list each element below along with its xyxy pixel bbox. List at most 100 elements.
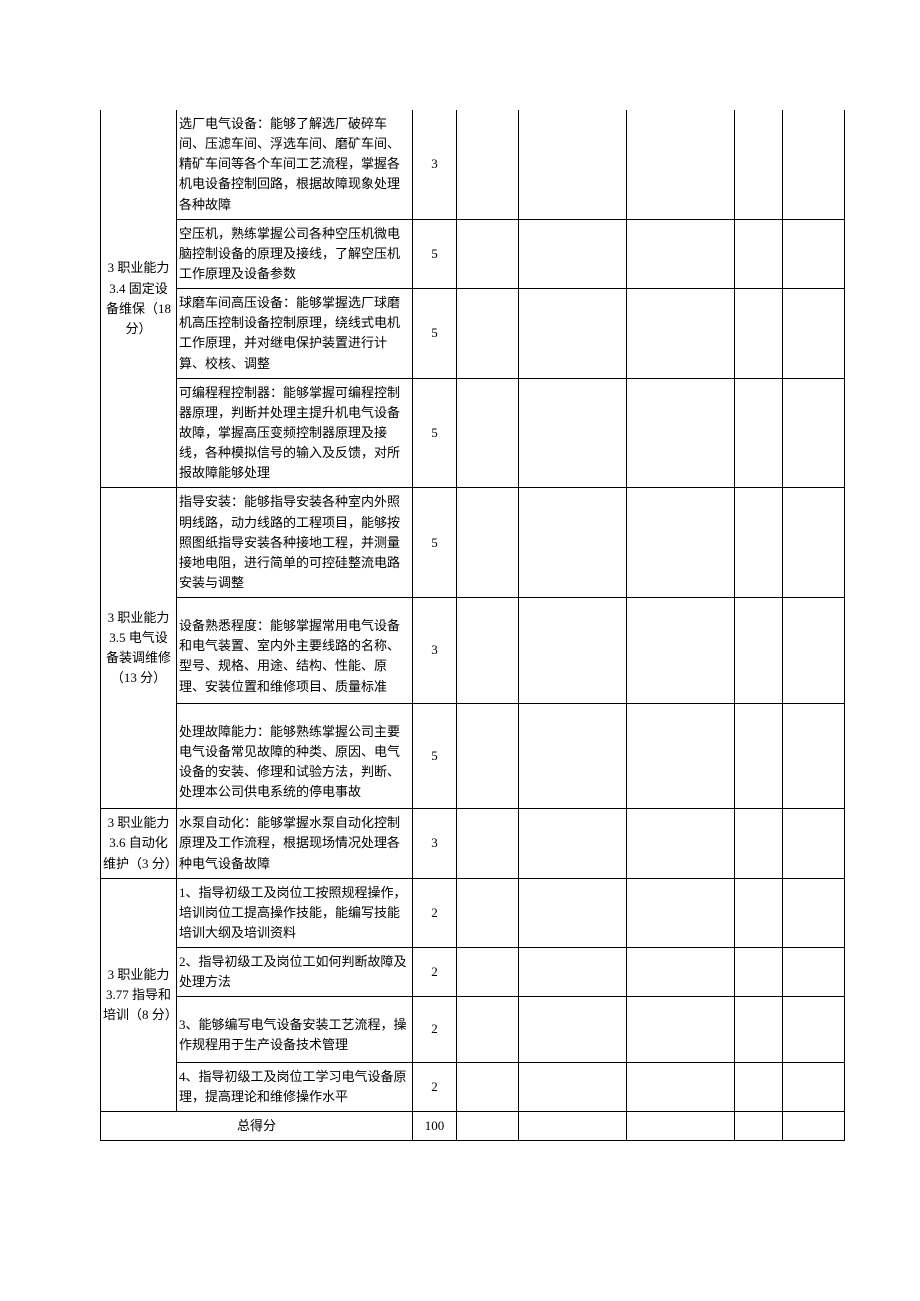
score-cell: 2 bbox=[413, 1062, 457, 1111]
empty-cell bbox=[735, 878, 783, 947]
empty-cell bbox=[735, 1111, 783, 1140]
empty-cell bbox=[457, 1062, 519, 1111]
empty-cell bbox=[457, 110, 519, 219]
description-cell: 指导安装：能够指导安装各种室内外照明线路，动力线路的工程项目，能够按照图纸指导安… bbox=[177, 488, 413, 598]
empty-cell bbox=[627, 878, 735, 947]
description-cell: 选厂电气设备：能够了解选厂破碎车间、压滤车间、浮选车间、磨矿车间、精矿车间等各个… bbox=[177, 110, 413, 219]
empty-cell bbox=[627, 997, 735, 1062]
empty-cell bbox=[783, 878, 845, 947]
table-row: 可编程程控制器：能够掌握可编程控制器原理，判断并处理主提升机电气设备故障，掌握高… bbox=[101, 378, 845, 488]
empty-cell bbox=[735, 598, 783, 704]
empty-cell bbox=[519, 809, 627, 878]
description-cell: 水泵自动化：能够掌握水泵自动化控制原理及工作流程，根据现场情况处理各种电气设备故… bbox=[177, 809, 413, 878]
category-cell: 3 职业能力 3.77 指导和培训（8 分） bbox=[101, 878, 177, 1111]
total-label: 总得分 bbox=[101, 1111, 413, 1140]
score-cell: 5 bbox=[413, 703, 457, 809]
empty-cell bbox=[735, 703, 783, 809]
empty-cell bbox=[735, 110, 783, 219]
table-row: 2、指导初级工及岗位工如何判断故障及处理方法 2 bbox=[101, 948, 845, 997]
table-row: 3 职业能力 3.4 固定设备维保（18 分） 选厂电气设备：能够了解选厂破碎车… bbox=[101, 110, 845, 219]
score-cell: 2 bbox=[413, 878, 457, 947]
description-cell: 可编程程控制器：能够掌握可编程控制器原理，判断并处理主提升机电气设备故障，掌握高… bbox=[177, 378, 413, 488]
empty-cell bbox=[783, 219, 845, 288]
empty-cell bbox=[457, 598, 519, 704]
table-row: 3 职业能力 3.5 电气设备装调维修（13 分） 指导安装：能够指导安装各种室… bbox=[101, 488, 845, 598]
empty-cell bbox=[519, 703, 627, 809]
empty-cell bbox=[783, 1062, 845, 1111]
table-row: 球磨车间高压设备：能够掌握选厂球磨机高压控制设备控制原理，绕线式电机工作原理，并… bbox=[101, 289, 845, 379]
empty-cell bbox=[519, 948, 627, 997]
empty-cell bbox=[735, 1062, 783, 1111]
empty-cell bbox=[457, 809, 519, 878]
empty-cell bbox=[457, 378, 519, 488]
empty-cell bbox=[457, 289, 519, 379]
table-row: 4、指导初级工及岗位工学习电气设备原理，提高理论和维修操作水平 2 bbox=[101, 1062, 845, 1111]
empty-cell bbox=[627, 110, 735, 219]
empty-cell bbox=[783, 997, 845, 1062]
empty-cell bbox=[519, 878, 627, 947]
empty-cell bbox=[735, 219, 783, 288]
empty-cell bbox=[783, 378, 845, 488]
score-cell: 3 bbox=[413, 110, 457, 219]
description-cell: 3、能够编写电气设备安装工艺流程，操作规程用于生产设备技术管理 bbox=[177, 997, 413, 1062]
empty-cell bbox=[783, 1111, 845, 1140]
empty-cell bbox=[783, 703, 845, 809]
empty-cell bbox=[457, 878, 519, 947]
empty-cell bbox=[735, 378, 783, 488]
score-cell: 2 bbox=[413, 997, 457, 1062]
empty-cell bbox=[457, 488, 519, 598]
score-cell: 5 bbox=[413, 289, 457, 379]
empty-cell bbox=[457, 997, 519, 1062]
category-cell: 3 职业能力 3.6 自动化维护（3 分） bbox=[101, 809, 177, 878]
table-row: 设备熟悉程度：能够掌握常用电气设备和电气装置、室内外主要线路的名称、型号、规格、… bbox=[101, 598, 845, 704]
empty-cell bbox=[457, 219, 519, 288]
empty-cell bbox=[783, 809, 845, 878]
empty-cell bbox=[519, 1062, 627, 1111]
empty-cell bbox=[519, 598, 627, 704]
score-cell: 3 bbox=[413, 809, 457, 878]
description-cell: 球磨车间高压设备：能够掌握选厂球磨机高压控制设备控制原理，绕线式电机工作原理，并… bbox=[177, 289, 413, 379]
empty-cell bbox=[519, 378, 627, 488]
empty-cell bbox=[627, 809, 735, 878]
empty-cell bbox=[735, 948, 783, 997]
description-cell: 空压机，熟练掌握公司各种空压机微电脑控制设备的原理及接线，了解空压机工作原理及设… bbox=[177, 219, 413, 288]
empty-cell bbox=[627, 219, 735, 288]
empty-cell bbox=[457, 703, 519, 809]
description-cell: 4、指导初级工及岗位工学习电气设备原理，提高理论和维修操作水平 bbox=[177, 1062, 413, 1111]
description-cell: 1、指导初级工及岗位工按照规程操作，培训岗位工提高操作技能，能编写技能培训大纲及… bbox=[177, 878, 413, 947]
description-cell: 2、指导初级工及岗位工如何判断故障及处理方法 bbox=[177, 948, 413, 997]
total-value: 100 bbox=[413, 1111, 457, 1140]
empty-cell bbox=[457, 1111, 519, 1140]
table-row: 3 职业能力 3.77 指导和培训（8 分） 1、指导初级工及岗位工按照规程操作… bbox=[101, 878, 845, 947]
empty-cell bbox=[735, 809, 783, 878]
score-cell: 3 bbox=[413, 598, 457, 704]
empty-cell bbox=[519, 488, 627, 598]
empty-cell bbox=[519, 289, 627, 379]
score-cell: 5 bbox=[413, 219, 457, 288]
description-cell: 处理故障能力：能够熟练掌握公司主要电气设备常见故障的种类、原因、电气设备的安装、… bbox=[177, 703, 413, 809]
category-cell: 3 职业能力 3.4 固定设备维保（18 分） bbox=[101, 110, 177, 488]
empty-cell bbox=[627, 1062, 735, 1111]
table-row: 3、能够编写电气设备安装工艺流程，操作规程用于生产设备技术管理 2 bbox=[101, 997, 845, 1062]
table-row: 3 职业能力 3.6 自动化维护（3 分） 水泵自动化：能够掌握水泵自动化控制原… bbox=[101, 809, 845, 878]
score-cell: 5 bbox=[413, 488, 457, 598]
empty-cell bbox=[457, 948, 519, 997]
empty-cell bbox=[735, 289, 783, 379]
table-row: 空压机，熟练掌握公司各种空压机微电脑控制设备的原理及接线，了解空压机工作原理及设… bbox=[101, 219, 845, 288]
score-cell: 2 bbox=[413, 948, 457, 997]
empty-cell bbox=[735, 488, 783, 598]
empty-cell bbox=[783, 289, 845, 379]
empty-cell bbox=[783, 110, 845, 219]
empty-cell bbox=[519, 110, 627, 219]
category-cell: 3 职业能力 3.5 电气设备装调维修（13 分） bbox=[101, 488, 177, 809]
table-row: 处理故障能力：能够熟练掌握公司主要电气设备常见故障的种类、原因、电气设备的安装、… bbox=[101, 703, 845, 809]
empty-cell bbox=[519, 219, 627, 288]
empty-cell bbox=[627, 1111, 735, 1140]
empty-cell bbox=[627, 703, 735, 809]
score-cell: 5 bbox=[413, 378, 457, 488]
empty-cell bbox=[519, 997, 627, 1062]
description-cell: 设备熟悉程度：能够掌握常用电气设备和电气装置、室内外主要线路的名称、型号、规格、… bbox=[177, 598, 413, 704]
empty-cell bbox=[627, 488, 735, 598]
empty-cell bbox=[627, 378, 735, 488]
total-row: 总得分 100 bbox=[101, 1111, 845, 1140]
